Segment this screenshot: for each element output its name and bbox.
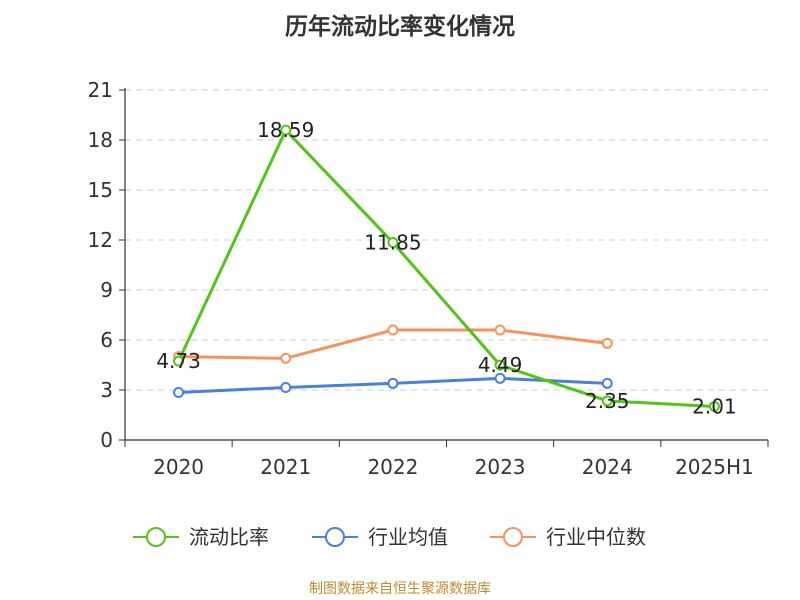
legend-label: 流动比率: [189, 525, 269, 549]
legend-item-2: 行业中位数: [490, 525, 646, 549]
series-marker-1: [280, 382, 292, 393]
series-marker-1: [494, 372, 506, 384]
series-marker-1: [387, 377, 399, 389]
series-line-0: [177, 128, 715, 408]
x-tick-label: 2021: [260, 455, 311, 479]
legend-item-1: 行业均值: [312, 525, 448, 549]
y-tick-label: 21: [88, 78, 113, 102]
series-marker-0: [494, 359, 506, 371]
x-tick-label: 2023: [475, 455, 526, 479]
x-tick-label: 2025H1: [675, 455, 754, 479]
series-marker-2: [494, 324, 506, 336]
y-tick-label: 18: [88, 128, 113, 152]
data-label: 4.49: [478, 353, 523, 377]
data-label-layer: 4.73 18.59 11.85 4.49 2.35 2.01: [156, 118, 736, 418]
legend: 流动比率 行业均值 行业中位数: [133, 525, 646, 549]
axis-layer: 0 3 6 9 12 15 18 21 2020 2021 2022 2023 2024 2025H1: [88, 78, 769, 479]
series-marker-2: [601, 337, 613, 349]
grid-layer: [125, 89, 768, 391]
legend-label: 行业均值: [368, 525, 448, 549]
legend-label: 行业中位数: [546, 525, 646, 549]
series-marker-1: [601, 377, 613, 389]
series-layer: [173, 124, 720, 412]
y-tick-label: 12: [88, 228, 113, 252]
series-marker-0: [280, 124, 292, 136]
series-marker-0: [601, 395, 613, 407]
y-tick-label: 3: [100, 378, 113, 402]
series-marker-0: [173, 355, 185, 367]
series-marker-0: [708, 401, 720, 412]
data-label: 18.59: [257, 118, 314, 142]
y-tick-label: 0: [100, 428, 113, 452]
x-tick-label: 2020: [153, 455, 204, 479]
legend-item-0: 流动比率: [133, 525, 269, 549]
legend-swatch-marker: [503, 527, 523, 547]
series-marker-1: [173, 387, 185, 398]
chart-title: 历年流动比率变化情况: [285, 14, 515, 40]
series-marker-2: [387, 324, 399, 336]
x-tick-label: 2024: [582, 455, 633, 479]
data-label: 2.35: [585, 389, 630, 413]
series-marker-2: [280, 352, 292, 364]
data-label: 4.73: [156, 349, 201, 373]
y-tick-label: 9: [100, 278, 113, 302]
legend-swatch-marker: [146, 527, 166, 547]
series-marker-0: [387, 237, 399, 248]
data-label: 2.01: [692, 395, 737, 419]
y-tick-label: 15: [88, 178, 113, 202]
legend-swatch-marker: [325, 527, 345, 547]
data-label: 11.85: [364, 231, 421, 255]
y-tick-label: 6: [100, 328, 113, 352]
source-note: 制图数据来自恒生聚源数据库: [309, 581, 491, 597]
x-tick-label: 2022: [367, 455, 418, 479]
